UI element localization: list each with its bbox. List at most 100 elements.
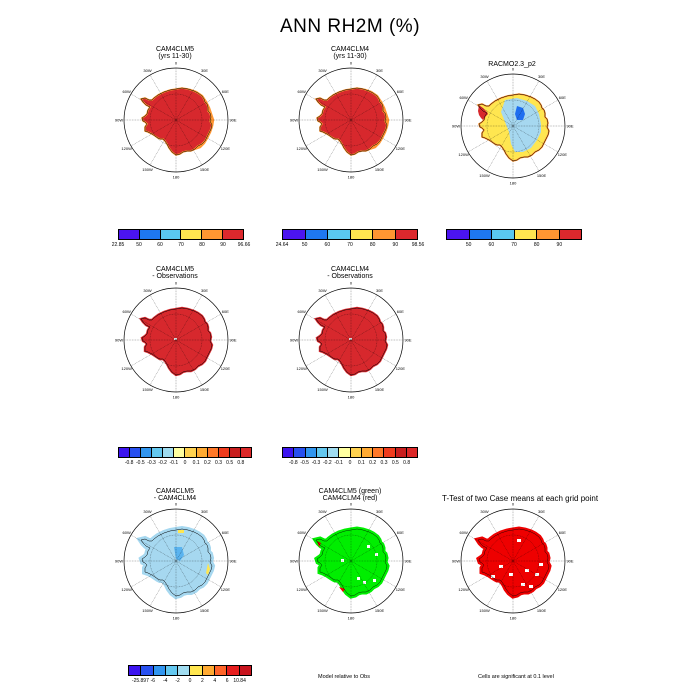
meridian-line xyxy=(324,515,352,562)
longitude-label: 150E xyxy=(200,167,210,172)
longitude-label: 150E xyxy=(375,387,385,392)
colorbar-tick-label: 6 xyxy=(225,678,229,684)
colorbar-tick-label: -0.8 xyxy=(289,460,298,466)
colorbar-tick-label: -0.3 xyxy=(147,460,156,466)
colorbar-cam4clm4: 24.64 50 60 70 80 90 98.56 xyxy=(276,229,424,248)
colorbar-swatch xyxy=(223,230,243,239)
longitude-label: 180 xyxy=(173,174,180,179)
colorbar-swatch xyxy=(141,448,153,457)
meridian-line xyxy=(175,294,203,341)
longitude-label: 60E xyxy=(559,95,566,100)
longitude-label: 120W xyxy=(121,146,132,151)
latitude-circle xyxy=(486,99,540,153)
panel-cam4clm4: CAM4CLM4 (yrs 11-30) xyxy=(280,46,420,60)
longitude-label: 150W xyxy=(317,167,328,172)
panel-subtitle: - Observations xyxy=(152,273,198,280)
colorbar-tick-label: 24.64 xyxy=(275,242,289,248)
longitude-label: 30W xyxy=(480,509,488,514)
panel-ttest: T-Test of two Case means at each grid po… xyxy=(442,494,598,503)
polar-map-racmo: 0 30E 60E 90E 120E 150E 180 150W 120W 90W 60W 30W xyxy=(452,66,574,185)
panel-note: Model relative to Obs xyxy=(318,674,370,680)
yellow-patch xyxy=(178,530,184,533)
longitude-label: 120E xyxy=(396,366,406,371)
meridian-line xyxy=(512,515,540,562)
panel-subtitle: - Observations xyxy=(327,273,373,280)
colorbar-cam4clm5-minus-cam4clm4: -25.897 -6 -4 -2 0 2 4 6 10.84 xyxy=(128,665,252,684)
longitude-label: 30W xyxy=(480,74,488,79)
longitude-label: 0 xyxy=(350,501,353,506)
coastline xyxy=(140,87,213,156)
colorbar-swatch xyxy=(229,448,241,457)
colorbar-tick-label: 0 xyxy=(188,678,192,684)
land-gap xyxy=(357,577,360,580)
meridian-line xyxy=(512,80,540,127)
latitude-circle xyxy=(324,93,378,147)
longitude-label: 90E xyxy=(404,558,411,563)
polar-map-cam4clm5-minus-cam4clm4: 0 30E 60E 90E 120E 150E 180 150W 120W 90W 60W 30W xyxy=(115,501,237,620)
longitude-label: 90W xyxy=(290,117,298,122)
colorbar-swatch xyxy=(215,666,228,675)
colorbar-swatch xyxy=(181,230,203,239)
red-patch xyxy=(339,587,345,592)
colorbar-swatch xyxy=(130,448,142,457)
colorbar-swatch xyxy=(174,448,186,457)
longitude-label: 30W xyxy=(318,288,326,293)
longitude-label: 150E xyxy=(200,608,210,613)
colorbar-swatch xyxy=(294,448,306,457)
meridian-line xyxy=(350,560,378,607)
colorbar-swatch xyxy=(384,448,396,457)
longitude-label: 90E xyxy=(404,337,411,342)
yellow-patch xyxy=(206,563,210,575)
longitude-label: 90E xyxy=(566,558,573,563)
coastline xyxy=(315,528,388,597)
colorbar-swatch xyxy=(492,230,515,239)
colorbar-swatch xyxy=(339,448,351,457)
meridian-line xyxy=(175,119,203,166)
colorbar-swatch xyxy=(514,230,537,239)
longitude-label: 30W xyxy=(318,68,326,73)
longitude-label: 30W xyxy=(143,68,151,73)
longitude-label: 120W xyxy=(121,587,132,592)
longitude-label: 60W xyxy=(460,95,468,100)
longitude-label: 90E xyxy=(229,558,236,563)
land-gap xyxy=(529,585,533,588)
meridian-line xyxy=(149,294,177,341)
land-gap xyxy=(491,575,495,578)
colorbar-tick-label: -4 xyxy=(162,678,168,684)
longitude-label: 30W xyxy=(318,509,326,514)
colorbar-swatch xyxy=(163,448,175,457)
longitude-label: 90E xyxy=(404,117,411,122)
longitude-label: 90E xyxy=(566,123,573,128)
colorbar-swatch xyxy=(395,230,417,239)
longitude-label: 150W xyxy=(142,608,153,613)
colorbar-tick-label: 0.1 xyxy=(357,460,365,466)
colorbar-boxes xyxy=(118,447,252,458)
colorbar-swatch xyxy=(406,448,417,457)
meridian-line xyxy=(324,560,352,607)
longitude-label: 120E xyxy=(396,587,406,592)
colorbar-tick-label: 70 xyxy=(178,242,184,248)
longitude-label: 60E xyxy=(222,530,229,535)
page-title: ANN RH2M (%) xyxy=(279,16,421,37)
land-gap xyxy=(535,573,539,576)
colorbar-tick-label: 80 xyxy=(533,242,540,248)
longitude-label: 150W xyxy=(317,387,328,392)
panel-cam4clm5-minus-obs: CAM4CLM5 - Observations xyxy=(105,266,245,280)
panel-cam4clm5: CAM4CLM5 (yrs 11-30) xyxy=(105,46,245,60)
coastline xyxy=(140,528,213,597)
polar-map-cam4clm5: 0 30E 60E 90E 120E 150E 180 150W 120W 90W 60W 30W xyxy=(115,60,237,179)
pole-gap xyxy=(349,338,352,340)
meridian-line xyxy=(350,119,378,166)
map-border xyxy=(460,73,566,179)
longitude-label: 60E xyxy=(222,89,229,94)
colorbar-labels: -0.8 -0.5 -0.3 -0.2 -0.1 0 0.1 0.2 0.3 0.5 0.8 xyxy=(282,458,418,466)
colorbar-swatch xyxy=(350,448,362,457)
longitude-label: 180 xyxy=(173,394,180,399)
meridian-line xyxy=(512,560,540,607)
colorbar-swatch xyxy=(185,448,197,457)
colorbar-swatch xyxy=(305,448,317,457)
longitude-label: 90W xyxy=(115,558,123,563)
longitude-label: 90W xyxy=(452,558,460,563)
colorbar-tick-label: 80 xyxy=(199,242,205,248)
longitude-label: 90W xyxy=(115,337,123,342)
